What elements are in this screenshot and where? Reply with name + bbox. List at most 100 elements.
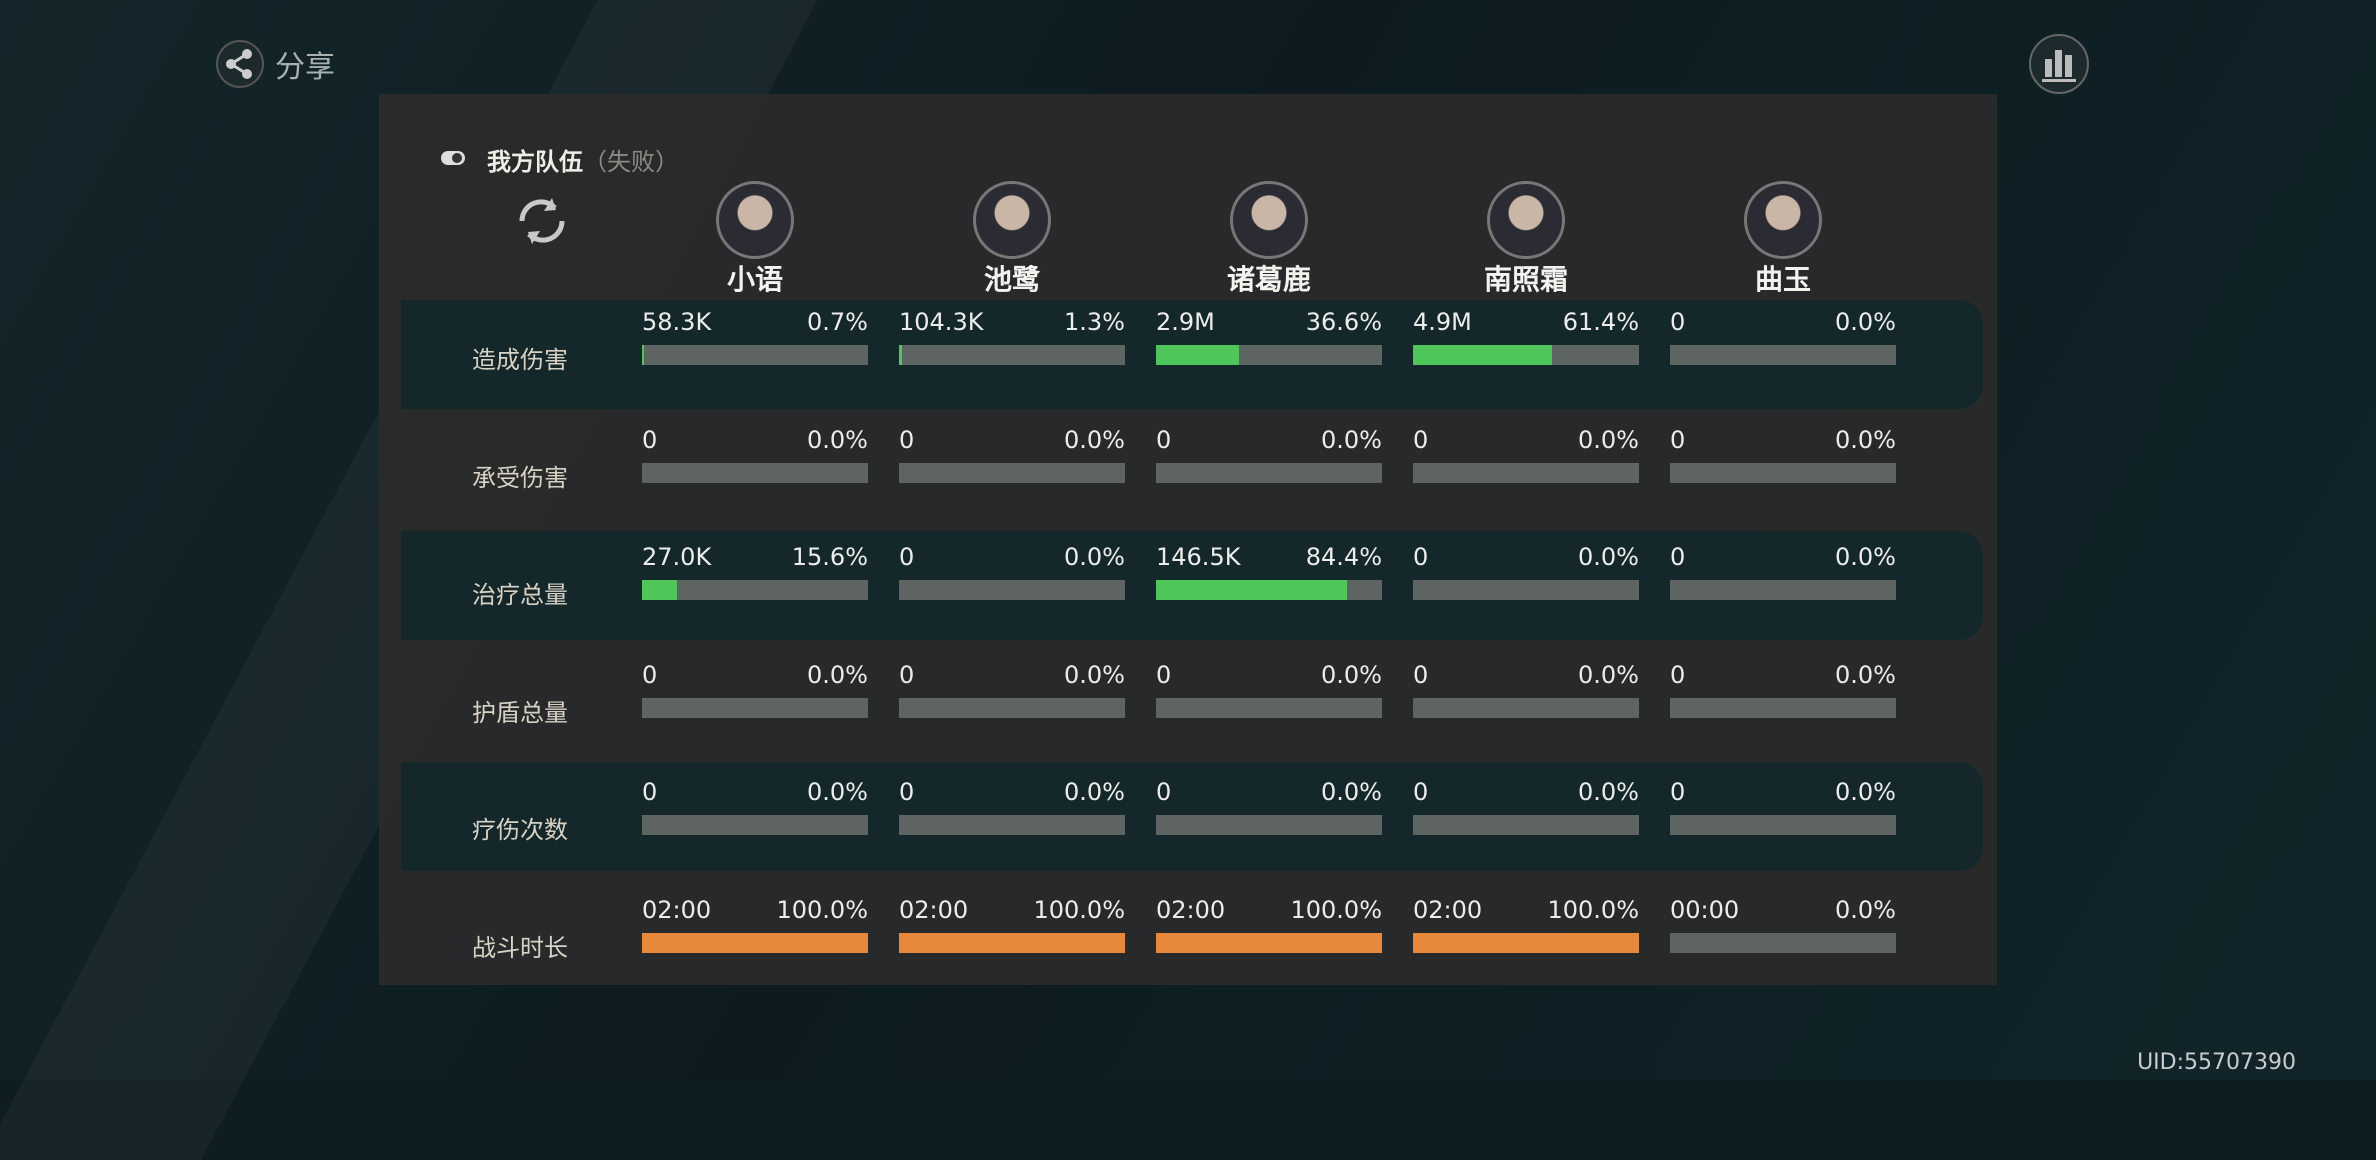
bar-track xyxy=(1670,697,1896,718)
refresh-button[interactable] xyxy=(512,194,572,248)
cell-value: 0 xyxy=(642,425,658,454)
cell-percent: 0.0% xyxy=(807,425,868,454)
bar-track xyxy=(1156,462,1382,483)
cell-percent: 36.6% xyxy=(1305,308,1382,336)
cell-value: 0 xyxy=(642,660,658,689)
cell-value: 4.9M xyxy=(1413,308,1472,336)
cell-value: 0 xyxy=(1413,778,1429,807)
bar-track xyxy=(1156,697,1382,718)
row-label: 承受伤害 xyxy=(472,463,568,492)
row-label: 造成伤害 xyxy=(472,346,568,374)
uid: UID:55707390 xyxy=(2137,1050,2296,1075)
cell-value: 0 xyxy=(899,778,915,807)
cell-value: 0 xyxy=(1670,778,1686,807)
character-name: 小语 xyxy=(726,263,783,296)
bar-track xyxy=(1413,815,1639,836)
bar-track xyxy=(1670,580,1896,601)
screen: 分享 我方队伍（失败） UID:55707390 (() => { const … xyxy=(0,0,2376,1080)
bar-track xyxy=(1413,580,1639,601)
bar-track xyxy=(1670,345,1896,365)
bar-track xyxy=(642,345,868,365)
bar-fill xyxy=(1413,345,1552,365)
bar-track xyxy=(1670,462,1896,483)
bar-fill xyxy=(1156,345,1239,365)
team-header: 我方队伍（失败） xyxy=(487,142,679,177)
cell-percent: 0.0% xyxy=(807,660,868,689)
cell-value: 58.3K xyxy=(642,308,712,336)
row-label: 护盾总量 xyxy=(472,698,568,727)
row-label: 治疗总量 xyxy=(472,581,568,610)
cell-value: 0 xyxy=(1670,543,1686,572)
cell-percent: 0.0% xyxy=(1064,543,1125,572)
cell-value: 0 xyxy=(1413,660,1429,689)
bar-track xyxy=(642,462,868,483)
cell-percent: 0.0% xyxy=(1064,660,1125,689)
bar-track xyxy=(1670,815,1896,836)
cell-percent: 84.4% xyxy=(1305,543,1382,572)
team-title: 我方队伍 xyxy=(487,148,583,176)
cell-value: 0 xyxy=(1156,778,1172,807)
cell-value: 0 xyxy=(642,778,658,807)
cell-percent: 0.0% xyxy=(1578,660,1639,689)
cell-percent: 100.0% xyxy=(1033,896,1125,924)
share-icon xyxy=(216,40,264,88)
bar-fill xyxy=(642,933,868,953)
cell-percent: 0.0% xyxy=(1064,425,1125,454)
bar-track xyxy=(642,697,868,718)
avatar xyxy=(973,181,1051,259)
cell-value: 146.5K xyxy=(1156,543,1241,572)
cell-percent: 0.0% xyxy=(1835,896,1896,924)
bar-fill xyxy=(899,933,1125,953)
bar-fill xyxy=(1413,933,1639,953)
bar-track xyxy=(899,345,1125,365)
cell-value: 0 xyxy=(1156,660,1172,689)
team-status: （失败） xyxy=(583,148,679,176)
row-label: 疗伤次数 xyxy=(472,816,568,845)
cell-value: 104.3K xyxy=(899,308,984,336)
bar-track xyxy=(1413,462,1639,483)
cell-value: 27.0K xyxy=(642,543,712,572)
character-name: 南照霜 xyxy=(1483,263,1568,296)
cell-value: 0 xyxy=(899,660,915,689)
cell-percent: 0.0% xyxy=(1835,660,1896,689)
cell-percent: 0.0% xyxy=(1835,425,1896,454)
bar-fill xyxy=(642,580,678,601)
cell-percent: 0.0% xyxy=(1578,425,1639,454)
bar-track xyxy=(1156,815,1382,836)
share-button[interactable]: 分享 xyxy=(215,40,335,88)
avatar xyxy=(1230,181,1308,259)
cell-percent: 100.0% xyxy=(1290,896,1382,924)
cell-value: 02:00 xyxy=(1413,896,1483,924)
bar-track xyxy=(899,580,1125,601)
cell-value: 02:00 xyxy=(1156,896,1226,924)
share-label: 分享 xyxy=(275,50,335,85)
row-label: 战斗时长 xyxy=(472,934,568,962)
cell-value: 02:00 xyxy=(642,896,712,924)
cell-percent: 0.7% xyxy=(807,308,868,336)
cell-percent: 100.0% xyxy=(776,896,868,924)
bar-track xyxy=(1413,697,1639,718)
cell-value: 0 xyxy=(1156,425,1172,454)
cell-percent: 0.0% xyxy=(807,778,868,807)
team-icon xyxy=(441,151,465,165)
cell-percent: 15.6% xyxy=(791,543,868,572)
cell-value: 0 xyxy=(1670,425,1686,454)
stats-button[interactable] xyxy=(2028,33,2090,95)
bar-track xyxy=(899,697,1125,718)
bar-track xyxy=(642,580,868,601)
cell-value: 0 xyxy=(899,543,915,572)
cell-value: 0 xyxy=(899,425,915,454)
cell-percent: 0.0% xyxy=(1835,308,1896,336)
cell-value: 0 xyxy=(1670,308,1686,336)
bar-track xyxy=(642,815,868,836)
bar-track xyxy=(899,815,1125,836)
cell-value: 0 xyxy=(1670,660,1686,689)
cell-percent: 0.0% xyxy=(1321,660,1382,689)
cell-percent: 0.0% xyxy=(1578,778,1639,807)
cell-percent: 1.3% xyxy=(1064,308,1125,336)
cell-percent: 0.0% xyxy=(1064,778,1125,807)
bar-fill xyxy=(642,345,644,365)
character-name: 诸葛鹿 xyxy=(1226,263,1311,296)
avatar xyxy=(1744,181,1822,259)
character-name: 池鹭 xyxy=(983,263,1040,296)
